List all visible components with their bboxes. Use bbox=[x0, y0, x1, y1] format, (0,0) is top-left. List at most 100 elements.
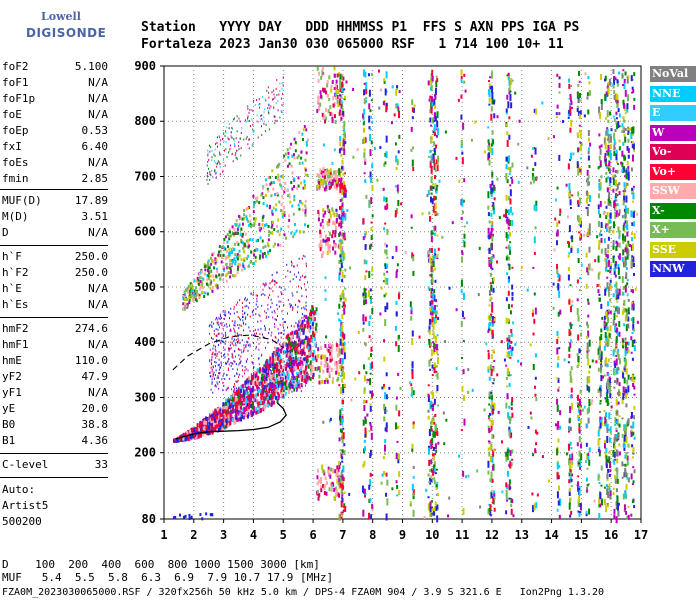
echo-dot bbox=[328, 371, 331, 376]
echo-dot bbox=[368, 512, 371, 520]
param-name: h`Es bbox=[2, 298, 29, 311]
echo-dot bbox=[363, 399, 366, 404]
echo-dot bbox=[431, 277, 434, 284]
echo-dot bbox=[588, 246, 591, 253]
echo-dot bbox=[314, 366, 317, 371]
echo-dot bbox=[280, 375, 283, 380]
echo-dot bbox=[229, 312, 231, 315]
echo-dot bbox=[261, 304, 263, 307]
echo-dot bbox=[240, 349, 242, 352]
echo-dot bbox=[487, 447, 490, 451]
echo-dot bbox=[587, 228, 590, 233]
echo-dot bbox=[307, 346, 310, 351]
echo-dot bbox=[302, 186, 305, 190]
echo-dot bbox=[576, 394, 579, 401]
echo-dot bbox=[342, 465, 345, 473]
echo-dot bbox=[431, 316, 434, 323]
echo-dot bbox=[308, 375, 311, 380]
echo-dot bbox=[235, 338, 237, 341]
echo-dot bbox=[301, 257, 303, 260]
x-tick-label: 2 bbox=[190, 528, 197, 542]
echo-dot bbox=[224, 310, 226, 313]
echo-dot bbox=[313, 356, 316, 361]
echo-dot bbox=[505, 490, 508, 497]
echo-dot bbox=[341, 366, 344, 370]
echo-dot bbox=[534, 147, 537, 155]
echo-dot bbox=[209, 282, 212, 286]
echo-dot bbox=[216, 316, 218, 319]
echo-dot bbox=[507, 256, 510, 261]
echo-dot bbox=[435, 310, 438, 315]
echo-dot bbox=[569, 498, 572, 502]
echo-dot bbox=[320, 244, 323, 249]
echo-dot bbox=[571, 106, 574, 109]
echo-dot bbox=[231, 274, 234, 278]
echo-dot bbox=[362, 321, 365, 325]
echo-dot bbox=[508, 354, 511, 358]
echo-dot bbox=[341, 481, 344, 486]
echo-dot bbox=[556, 362, 559, 368]
echo-dot bbox=[274, 318, 276, 321]
echo-dot bbox=[288, 378, 291, 383]
echo-dot bbox=[203, 294, 206, 298]
echo-dot bbox=[237, 379, 239, 382]
echo-dot bbox=[212, 375, 214, 378]
echo-dot bbox=[432, 469, 435, 474]
echo-dot bbox=[218, 387, 220, 390]
echo-dot bbox=[505, 376, 508, 380]
echo-dot bbox=[433, 225, 436, 232]
echo-dot bbox=[317, 468, 320, 473]
echo-dot bbox=[331, 343, 334, 348]
echo-dot bbox=[281, 82, 283, 85]
echo-dot bbox=[314, 355, 317, 360]
echo-dot bbox=[276, 379, 279, 384]
echo-dot bbox=[228, 358, 230, 361]
echo-dot bbox=[287, 333, 290, 338]
echo-dot bbox=[302, 350, 305, 355]
echo-dot bbox=[336, 169, 339, 174]
echo-dot bbox=[280, 379, 282, 382]
x-tick-label: 5 bbox=[280, 528, 287, 542]
echo-dot bbox=[411, 372, 414, 380]
echo-dot bbox=[299, 374, 302, 379]
echo-dot bbox=[269, 249, 272, 253]
echo-dot bbox=[269, 378, 271, 381]
echo-dot bbox=[364, 99, 367, 103]
param-row: MUF(D) 17.89 bbox=[2, 194, 108, 208]
echo-dot bbox=[276, 165, 279, 169]
echo-dot bbox=[223, 139, 225, 142]
echo-dot bbox=[255, 410, 258, 415]
echo-dot bbox=[245, 383, 247, 386]
echo-dot bbox=[429, 150, 432, 153]
echo-dot bbox=[215, 353, 217, 356]
echo-dot bbox=[214, 170, 216, 173]
echo-dot bbox=[258, 98, 260, 101]
echo-dot bbox=[276, 363, 279, 368]
echo-dot bbox=[344, 141, 347, 145]
echo-dot bbox=[284, 288, 286, 291]
echo-dot bbox=[362, 419, 365, 426]
echo-dot bbox=[578, 113, 581, 120]
echo-dot bbox=[412, 390, 415, 396]
echo-dot bbox=[252, 381, 255, 386]
echo-dot bbox=[207, 266, 210, 270]
echo-dot bbox=[223, 384, 225, 387]
echo-dot bbox=[324, 171, 327, 176]
echo-dot bbox=[297, 362, 300, 367]
echo-dot bbox=[329, 168, 332, 173]
echo-dot bbox=[296, 387, 298, 390]
echo-dot bbox=[300, 348, 303, 353]
echo-dot bbox=[433, 480, 436, 485]
echo-dot bbox=[267, 368, 270, 373]
echo-dot bbox=[249, 394, 252, 399]
echo-dot bbox=[214, 374, 216, 377]
echo-dot bbox=[569, 127, 572, 133]
echo-dot bbox=[320, 178, 323, 183]
echo-dot bbox=[341, 449, 344, 454]
echo-dot bbox=[290, 164, 293, 168]
echo-dot bbox=[261, 373, 264, 378]
echo-dot bbox=[222, 340, 224, 343]
echo-dot bbox=[386, 263, 389, 269]
echo-dot bbox=[382, 101, 385, 106]
echo-dot bbox=[578, 458, 581, 462]
